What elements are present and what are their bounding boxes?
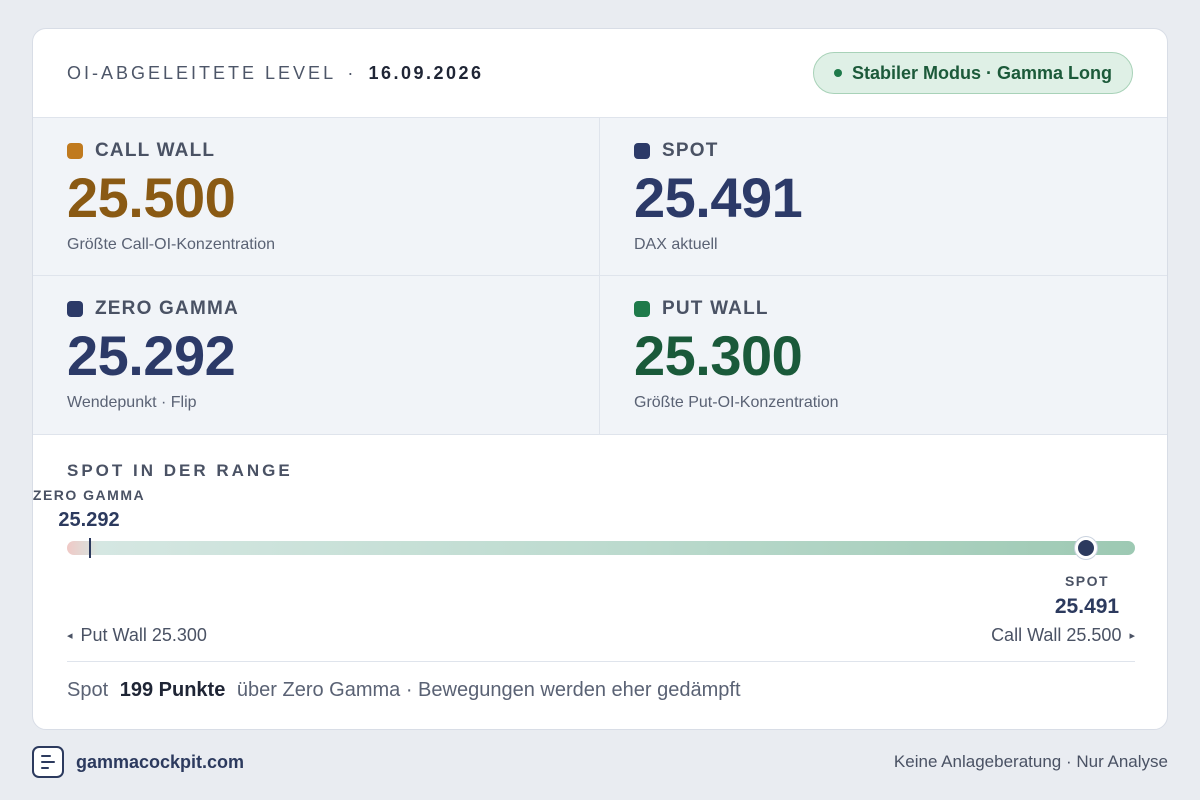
zero-gamma-swatch-icon <box>67 301 83 317</box>
put-wall-value: 25.300 <box>634 324 803 387</box>
title-separator: · <box>347 62 357 83</box>
range-section: SPOT IN DER RANGE ZERO GAMMA 25.292 SPOT… <box>33 435 1167 729</box>
put-wall-end-label: Put Wall 25.300 <box>80 625 207 645</box>
zero-gamma-marker-value: 25.292 <box>58 509 120 531</box>
spot-marker-label: SPOT 25.491 <box>1037 573 1137 619</box>
put-wall-end: ◂ Put Wall 25.300 <box>67 625 207 646</box>
status-dot-icon <box>833 69 842 77</box>
call-wall-subtitle: Größte Call-OI-Konzentration <box>67 236 276 253</box>
call-wall-label-text: CALL WALL <box>95 140 216 161</box>
zero-gamma-cell: ZERO GAMMA 25.292 Wendepunkt · Flip <box>33 276 600 434</box>
spot-swatch-icon <box>634 143 650 159</box>
zero-gamma-marker-title: ZERO GAMMA <box>32 487 146 503</box>
range-ends: ◂ Put Wall 25.300 Call Wall 25.500 ▸ <box>67 625 1135 646</box>
range-divider <box>67 661 1135 662</box>
put-wall-label: PUT WALL <box>634 298 1133 320</box>
left-arrow-icon: ◂ <box>67 630 73 642</box>
call-wall-end: Call Wall 25.500 ▸ <box>991 625 1135 646</box>
summary-prefix: Spot <box>67 679 109 701</box>
mode-badge-label: Stabiler Modus · Gamma Long <box>851 62 1112 83</box>
spot-label: SPOT <box>634 140 1133 162</box>
spot-subtitle: DAX aktuell <box>634 236 718 253</box>
footer: gammacockpit.com Keine Anlageberatung · … <box>32 744 1168 780</box>
spot-value: 25.491 <box>634 166 803 229</box>
zero-gamma-tick <box>89 538 91 558</box>
brand-logo-icon <box>32 746 64 778</box>
zero-gamma-label: ZERO GAMMA <box>67 298 565 320</box>
spot-label-text: SPOT <box>662 140 719 161</box>
spot-marker-dot <box>1075 537 1097 559</box>
range-title: SPOT IN DER RANGE <box>67 461 293 480</box>
zero-gamma-marker-label: ZERO GAMMA 25.292 <box>32 487 147 532</box>
summary-suffix: über Zero Gamma · Bewegungen werden eher… <box>236 679 741 701</box>
put-wall-swatch-icon <box>634 301 650 317</box>
title-text: OI-ABGELEITETE LEVEL <box>67 62 336 83</box>
spot-marker-value: 25.491 <box>1054 595 1120 618</box>
zero-gamma-subtitle: Wendepunkt · Flip <box>67 394 197 411</box>
brand[interactable]: gammacockpit.com <box>32 746 244 778</box>
spot-cell: SPOT 25.491 DAX aktuell <box>600 118 1167 276</box>
page-title: OI-ABGELEITETE LEVEL · 16.09.2026 <box>67 63 484 84</box>
call-wall-swatch-icon <box>67 143 83 159</box>
call-wall-value: 25.500 <box>67 166 236 229</box>
brand-name[interactable]: gammacockpit.com <box>76 751 245 772</box>
call-wall-label: CALL WALL <box>67 140 565 162</box>
right-arrow-icon: ▸ <box>1129 630 1135 642</box>
call-wall-cell: CALL WALL 25.500 Größte Call-OI-Konzentr… <box>33 118 600 276</box>
spot-marker-title: SPOT <box>1064 573 1110 589</box>
range-track-area: ZERO GAMMA 25.292 SPOT 25.491 ◂ Put Wall… <box>33 487 1137 679</box>
mode-badge: Stabiler Modus · Gamma Long <box>812 52 1133 94</box>
levels-card: OI-ABGELEITETE LEVEL · 16.09.2026 Stabil… <box>32 28 1168 730</box>
put-wall-label-text: PUT WALL <box>662 298 769 319</box>
put-wall-subtitle: Größte Put-OI-Konzentration <box>634 394 839 411</box>
levels-grid: CALL WALL 25.500 Größte Call-OI-Konzentr… <box>33 118 1167 435</box>
title-date: 16.09.2026 <box>368 62 484 83</box>
disclaimer: Keine Anlageberatung · Nur Analyse <box>893 752 1168 771</box>
range-track <box>67 541 1135 555</box>
call-wall-end-label: Call Wall 25.500 <box>991 625 1122 645</box>
zero-gamma-value: 25.292 <box>67 324 236 387</box>
summary-text: Spot 199 Punkte über Zero Gamma · Bewegu… <box>67 679 741 702</box>
put-wall-cell: PUT WALL 25.300 Größte Put-OI-Konzentrat… <box>600 276 1167 434</box>
card-header: OI-ABGELEITETE LEVEL · 16.09.2026 Stabil… <box>33 29 1167 118</box>
summary-emphasis: 199 Punkte <box>119 679 226 701</box>
zero-gamma-label-text: ZERO GAMMA <box>95 298 239 319</box>
